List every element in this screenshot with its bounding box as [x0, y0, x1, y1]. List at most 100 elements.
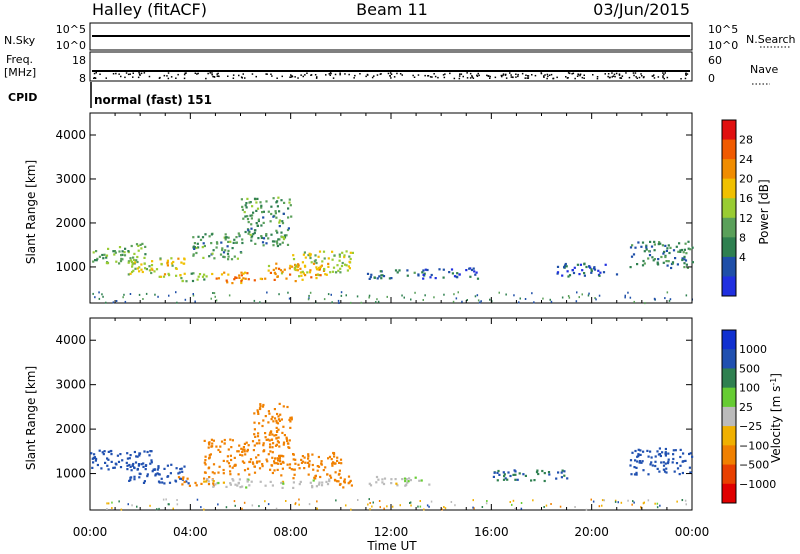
- data-cell: [210, 233, 213, 236]
- data-cell: [281, 486, 284, 489]
- data-cell: [256, 207, 260, 210]
- data-cell: [230, 446, 233, 449]
- nave-dot: [466, 72, 468, 74]
- data-cell: [288, 418, 291, 421]
- data-cell: [520, 502, 523, 504]
- data-cell: [199, 238, 203, 241]
- data-cell: [273, 271, 276, 274]
- data-cell: [293, 473, 296, 476]
- data-cell: [561, 296, 564, 299]
- data-cell: [642, 502, 645, 505]
- data-cell: [195, 251, 198, 255]
- data-cell: [242, 277, 245, 280]
- x-tick-label: 00:00: [73, 525, 108, 539]
- data-cell: [309, 256, 312, 260]
- data-cell: [146, 475, 149, 478]
- data-cell: [138, 476, 141, 479]
- data-cell: [275, 240, 279, 243]
- data-cell: [273, 469, 276, 472]
- data-cell: [329, 474, 332, 477]
- data-cell: [345, 504, 347, 507]
- data-cell: [280, 474, 283, 477]
- data-cell: [682, 251, 685, 254]
- data-cell: [409, 479, 412, 482]
- data-cell: [163, 273, 167, 276]
- data-cell: [253, 279, 256, 282]
- data-cell: [104, 461, 107, 464]
- data-cell: [141, 242, 144, 245]
- data-cell: [193, 246, 196, 249]
- data-cell: [274, 457, 277, 460]
- date-title: 03/Jun/2015: [593, 0, 690, 19]
- data-cell: [287, 216, 290, 219]
- nave-dot: [132, 76, 134, 78]
- data-cell: [519, 297, 521, 300]
- data-cell: [391, 505, 394, 508]
- data-cell: [661, 451, 664, 454]
- data-cell: [660, 255, 663, 259]
- data-cell: [283, 434, 286, 437]
- nave-dot: [387, 72, 390, 75]
- data-cell: [298, 483, 301, 486]
- data-cell: [637, 453, 640, 456]
- data-cell: [274, 212, 277, 215]
- data-cell: [145, 268, 148, 271]
- data-cell: [653, 249, 656, 252]
- data-cell: [230, 258, 234, 261]
- data-cell: [237, 473, 240, 476]
- nave-dot: [489, 75, 491, 78]
- data-cell: [630, 473, 633, 476]
- data-cell: [590, 269, 593, 273]
- data-cell: [603, 499, 605, 502]
- data-cell: [246, 448, 249, 451]
- data-cell: [443, 293, 445, 296]
- nave-dot: [471, 76, 474, 78]
- nave-dot: [632, 72, 635, 74]
- data-cell: [333, 254, 336, 257]
- data-cell: [669, 246, 672, 249]
- data-cell: [636, 455, 639, 458]
- nave-dot: [290, 74, 292, 76]
- data-cell: [514, 507, 516, 510]
- data-cell: [175, 467, 178, 470]
- nave-dot: [354, 74, 356, 77]
- data-cell: [100, 467, 103, 470]
- data-cell: [212, 463, 216, 466]
- data-cell: [396, 271, 399, 274]
- data-cell: [645, 248, 648, 251]
- data-cell: [148, 454, 151, 457]
- nave-dot: [379, 73, 382, 75]
- data-cell: [249, 458, 253, 461]
- data-cell: [278, 460, 282, 463]
- nave-dot: [209, 72, 211, 74]
- data-cell: [593, 268, 597, 271]
- data-cell: [120, 508, 123, 511]
- data-cell: [207, 442, 211, 445]
- data-cell: [238, 274, 241, 277]
- data-cell: [227, 462, 231, 465]
- data-cell: [246, 215, 249, 218]
- nave-dot: [635, 76, 637, 78]
- data-cell: [129, 465, 132, 468]
- data-cell: [420, 479, 423, 482]
- data-cell: [289, 273, 292, 276]
- data-cell: [624, 294, 626, 297]
- data-cell: [518, 301, 520, 304]
- data-cell: [241, 205, 244, 208]
- data-cell: [257, 454, 260, 457]
- data-cell: [624, 296, 626, 299]
- data-cell: [270, 418, 273, 421]
- nave-dot: [265, 73, 267, 75]
- data-cell: [341, 251, 344, 254]
- data-cell: [233, 456, 236, 459]
- data-cell: [340, 462, 343, 465]
- data-cell: [642, 469, 645, 472]
- data-cell: [410, 298, 412, 301]
- nave-dot: [158, 77, 161, 79]
- data-cell: [179, 274, 182, 277]
- data-cell: [138, 472, 141, 475]
- data-cell: [139, 243, 142, 246]
- nave-dot: [417, 74, 420, 76]
- data-cell: [101, 253, 104, 257]
- data-cell: [590, 268, 593, 271]
